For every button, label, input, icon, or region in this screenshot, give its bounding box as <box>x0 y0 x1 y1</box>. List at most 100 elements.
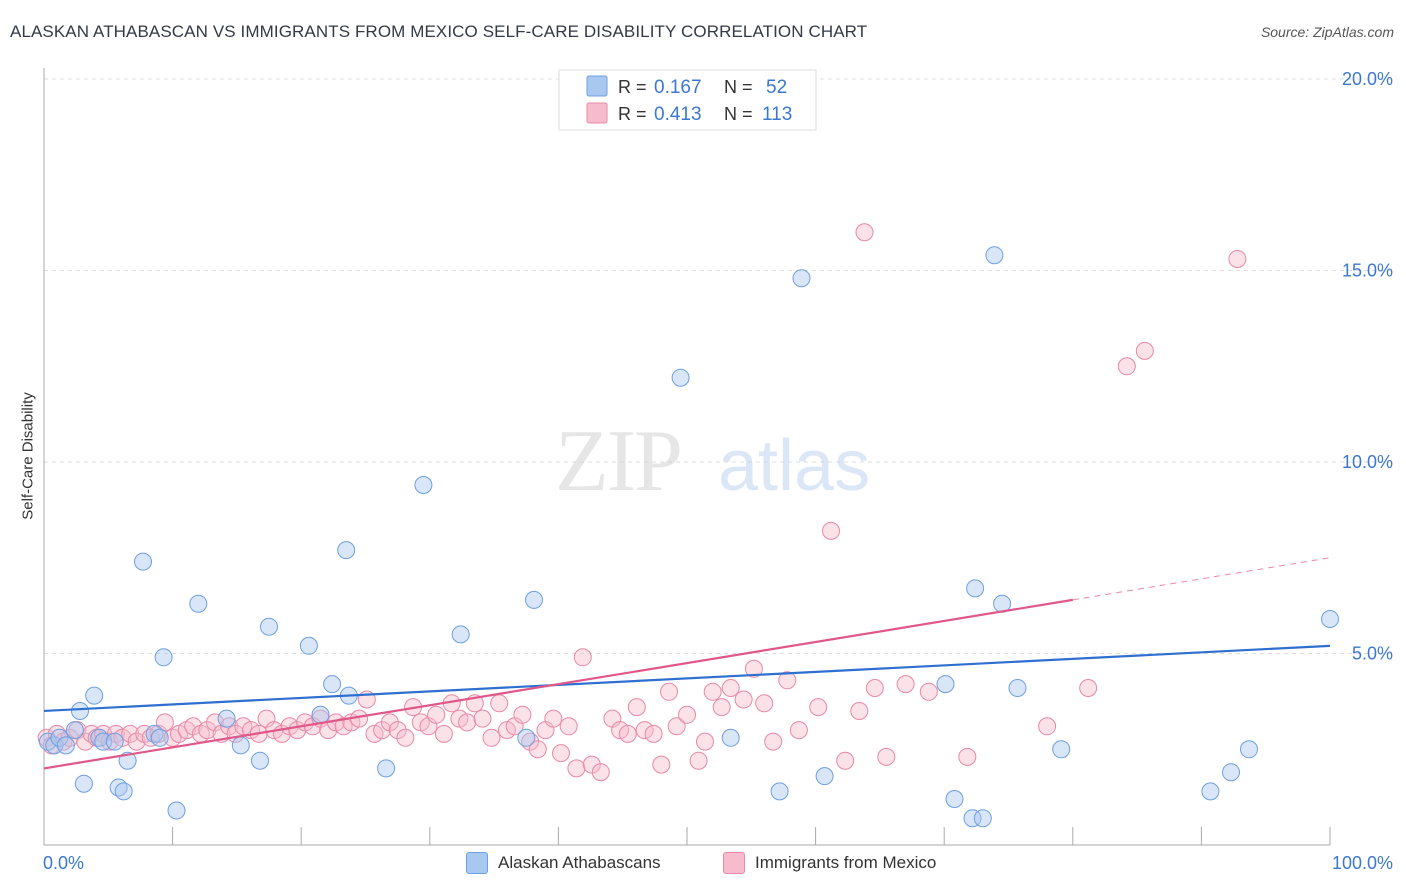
point-alaskan-athabascans <box>1222 763 1240 782</box>
legend-n-value: 113 <box>762 104 792 125</box>
point-alaskan-athabascans <box>1321 610 1339 628</box>
x-tick-label: 100.0% <box>1332 853 1393 873</box>
grid-layer <box>44 78 1394 654</box>
point-alaskan-athabascans <box>50 728 69 747</box>
point-immigrants-from-mexico <box>482 728 501 747</box>
point-immigrants-from-mexico <box>865 679 884 697</box>
source-credit: Source: ZipAtlas.com <box>1260 24 1394 40</box>
legend-swatch-pink <box>586 102 608 124</box>
point-immigrants-from-mexico <box>552 744 570 763</box>
point-alaskan-athabascans <box>1240 740 1258 759</box>
legend-label: Immigrants from Mexico <box>755 853 937 872</box>
legend-n-label: N = <box>724 77 753 97</box>
point-alaskan-athabascans <box>815 767 834 786</box>
point-immigrants-from-mexico <box>877 747 896 766</box>
point-immigrants-from-mexico <box>1038 717 1057 736</box>
point-immigrants-from-mexico <box>734 690 753 709</box>
point-immigrants-from-mexico <box>373 721 392 740</box>
point-immigrants-from-mexico <box>591 763 610 782</box>
point-immigrants-from-mexico <box>618 724 637 743</box>
trend-line-immigrants-from-mexico <box>43 598 1073 770</box>
point-alaskan-athabascans <box>770 782 789 801</box>
point-alaskan-athabascans <box>311 705 330 724</box>
point-alaskan-athabascans <box>71 702 89 720</box>
point-immigrants-from-mexico <box>652 755 671 774</box>
point-immigrants-from-mexico <box>427 705 446 724</box>
watermark-zip: ZIP <box>555 413 681 510</box>
legend-n-value: 52 <box>766 77 787 98</box>
point-alaskan-athabascans <box>189 594 208 613</box>
point-immigrants-from-mexico <box>958 747 977 766</box>
point-alaskan-athabascans <box>721 728 740 747</box>
watermark-atlas: atlas <box>718 426 870 506</box>
point-alaskan-athabascans <box>963 809 982 828</box>
point-alaskan-athabascans <box>65 721 84 740</box>
watermark: ZIP atlas <box>555 413 870 510</box>
point-immigrants-from-mexico <box>473 709 492 728</box>
y-tick-label: 15.0% <box>1342 261 1393 281</box>
x-tick-label: 0.0% <box>43 853 84 873</box>
point-immigrants-from-mexico <box>789 721 808 740</box>
point-alaskan-athabascans <box>154 648 173 667</box>
series-alaskan-athabascans <box>38 246 1339 828</box>
point-immigrants-from-mexico <box>184 717 203 736</box>
point-immigrants-from-mexico <box>1079 679 1098 697</box>
point-immigrants-from-mexico <box>396 728 415 747</box>
point-alaskan-athabascans <box>231 736 250 755</box>
point-alaskan-athabascans <box>337 541 356 560</box>
point-immigrants-from-mexico <box>744 659 763 678</box>
point-immigrants-from-mexico <box>127 732 146 751</box>
point-immigrants-from-mexico <box>712 698 731 717</box>
point-immigrants-from-mexico <box>434 724 453 743</box>
point-alaskan-athabascans <box>56 736 75 755</box>
point-immigrants-from-mexico <box>1117 357 1136 376</box>
trend-line-extension-immigrants-from-mexico <box>1072 557 1331 601</box>
point-alaskan-athabascans <box>985 246 1004 265</box>
point-immigrants-from-mexico <box>388 721 407 740</box>
point-alaskan-athabascans <box>945 790 964 808</box>
point-immigrants-from-mexico <box>919 682 938 701</box>
point-immigrants-from-mexico <box>513 705 532 724</box>
point-immigrants-from-mexico <box>1228 250 1247 268</box>
point-alaskan-athabascans <box>1008 679 1027 697</box>
point-immigrants-from-mexico <box>490 694 509 713</box>
point-alaskan-athabascans <box>517 728 536 747</box>
point-immigrants-from-mexico <box>1135 341 1154 360</box>
point-immigrants-from-mexico <box>809 698 828 717</box>
axis-layer <box>43 68 1331 846</box>
legend-top: R = 0.167 N = 52 R = 0.413 N = 113 <box>558 69 817 131</box>
legend-r-value: 0.167 <box>654 77 702 98</box>
point-alaskan-athabascans <box>1201 782 1220 801</box>
point-immigrants-from-mexico <box>458 713 477 732</box>
point-alaskan-athabascans <box>377 759 396 778</box>
point-alaskan-athabascans <box>966 579 985 598</box>
y-tick-label: 20.0% <box>1342 69 1393 89</box>
point-immigrants-from-mexico <box>660 682 678 701</box>
y-tick-label: 5.0% <box>1352 644 1393 664</box>
point-alaskan-athabascans <box>299 636 318 655</box>
point-alaskan-athabascans <box>1052 740 1071 759</box>
point-immigrants-from-mexico <box>764 732 783 751</box>
point-alaskan-athabascans <box>451 625 470 644</box>
legend-item-immigrants-from-mexico: Immigrants from Mexico <box>723 852 936 874</box>
point-alaskan-athabascans <box>114 782 133 801</box>
point-alaskan-athabascans <box>792 269 811 288</box>
point-alaskan-athabascans <box>105 732 124 751</box>
legend-swatch-pink <box>723 852 745 874</box>
point-immigrants-from-mexico <box>703 682 722 701</box>
point-alaskan-athabascans <box>671 368 690 387</box>
point-immigrants-from-mexico <box>206 713 224 732</box>
point-immigrants-from-mexico <box>855 223 874 242</box>
trend-line-alaskan-athabascans <box>43 644 1331 713</box>
point-alaskan-athabascans <box>973 809 992 828</box>
point-immigrants-from-mexico <box>721 679 740 697</box>
legend-swatch-blue <box>586 75 608 97</box>
point-alaskan-athabascans <box>150 728 169 747</box>
point-immigrants-from-mexico <box>836 751 855 770</box>
tick-labels: 5.0% 10.0% 15.0% 20.0% 0.0% 100.0% <box>43 69 1393 873</box>
point-alaskan-athabascans <box>74 774 93 793</box>
point-immigrants-from-mexico <box>678 705 696 724</box>
point-immigrants-from-mexico <box>567 759 586 778</box>
legend-r-label: R = <box>618 77 647 97</box>
